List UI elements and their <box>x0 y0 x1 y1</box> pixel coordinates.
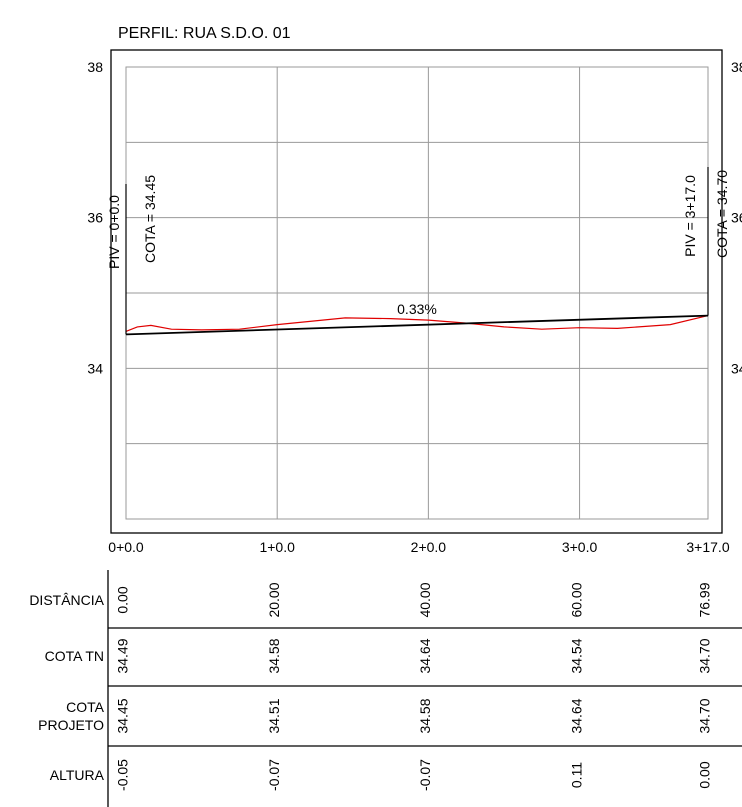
table-cell: 34.70 <box>697 698 713 733</box>
plot-frame <box>110 49 723 534</box>
grade-label: 0.33% <box>397 301 437 317</box>
profile-table: DISTÂNCIA 0.00 20.00 40.00 60.00 76.99 COTA TN… <box>29 570 742 807</box>
outer-frame <box>110 49 723 534</box>
y-tick-label-right: 38 <box>731 59 742 75</box>
x-tick-label: 1+0.0 <box>259 539 295 555</box>
table-cell: -0.05 <box>115 759 131 791</box>
piv-start-label: PIV = 0+0.0 <box>106 195 122 269</box>
cota-start-label: COTA = 34.45 <box>142 175 158 263</box>
y-tick-label-left: 38 <box>87 59 103 75</box>
x-tick-label: 3+0.0 <box>562 539 598 555</box>
table-row-label: DISTÂNCIA <box>29 592 104 608</box>
y-tick-label-left: 36 <box>87 210 103 226</box>
table-cell: 60.00 <box>568 582 584 617</box>
tick-labels: 34 34 36 36 38 38 0+0.0 1+0.0 2+0.0 3+0.0 3+17.0 <box>87 59 742 555</box>
table-cell: 34.58 <box>266 638 282 673</box>
table-cell: 34.51 <box>266 698 282 733</box>
y-tick-label-right: 36 <box>731 210 742 226</box>
terrain-profile-line <box>125 315 709 332</box>
y-tick-label-left: 34 <box>87 360 103 376</box>
table-cell: 0.00 <box>697 761 713 788</box>
y-tick-label-right: 34 <box>731 360 742 376</box>
chart-title: PERFIL: RUA S.D.O. 01 <box>118 25 291 42</box>
table-cell: -0.07 <box>417 759 433 791</box>
table-row-label: COTA <box>66 699 105 715</box>
piv-end-label: PIV = 3+17.0 <box>682 175 698 257</box>
table-cell: 0.00 <box>115 586 131 613</box>
table-cell: 34.58 <box>417 698 433 733</box>
table-cell: -0.07 <box>266 759 282 791</box>
cota-end-label: COTA = 34.70 <box>714 170 730 258</box>
table-row-label: COTA TN <box>45 648 104 664</box>
x-tick-label: 2+0.0 <box>411 539 447 555</box>
table-row-label: PROJETO <box>38 717 104 733</box>
table-cell: 34.64 <box>417 638 433 673</box>
table-cell: 40.00 <box>417 582 433 617</box>
table-cell: 34.45 <box>115 698 131 733</box>
table-row-label: ALTURA <box>50 767 105 783</box>
table-cell: 34.64 <box>568 698 584 733</box>
x-tick-label: 0+0.0 <box>108 539 144 555</box>
table-cell: 34.70 <box>697 638 713 673</box>
table-cell: 34.54 <box>568 638 584 673</box>
x-tick-label: 3+17.0 <box>686 539 729 555</box>
series-layer <box>125 314 709 336</box>
table-cell: 20.00 <box>266 582 282 617</box>
annotations: PIV = 0+0.0 COTA = 34.45 PIV = 3+17.0 COTA … <box>106 167 730 335</box>
table-cell: 0.11 <box>568 762 584 788</box>
table-cell: 34.49 <box>115 638 131 673</box>
table-cell: 76.99 <box>697 582 713 617</box>
design-grade-line <box>125 314 709 336</box>
grid <box>125 66 709 520</box>
